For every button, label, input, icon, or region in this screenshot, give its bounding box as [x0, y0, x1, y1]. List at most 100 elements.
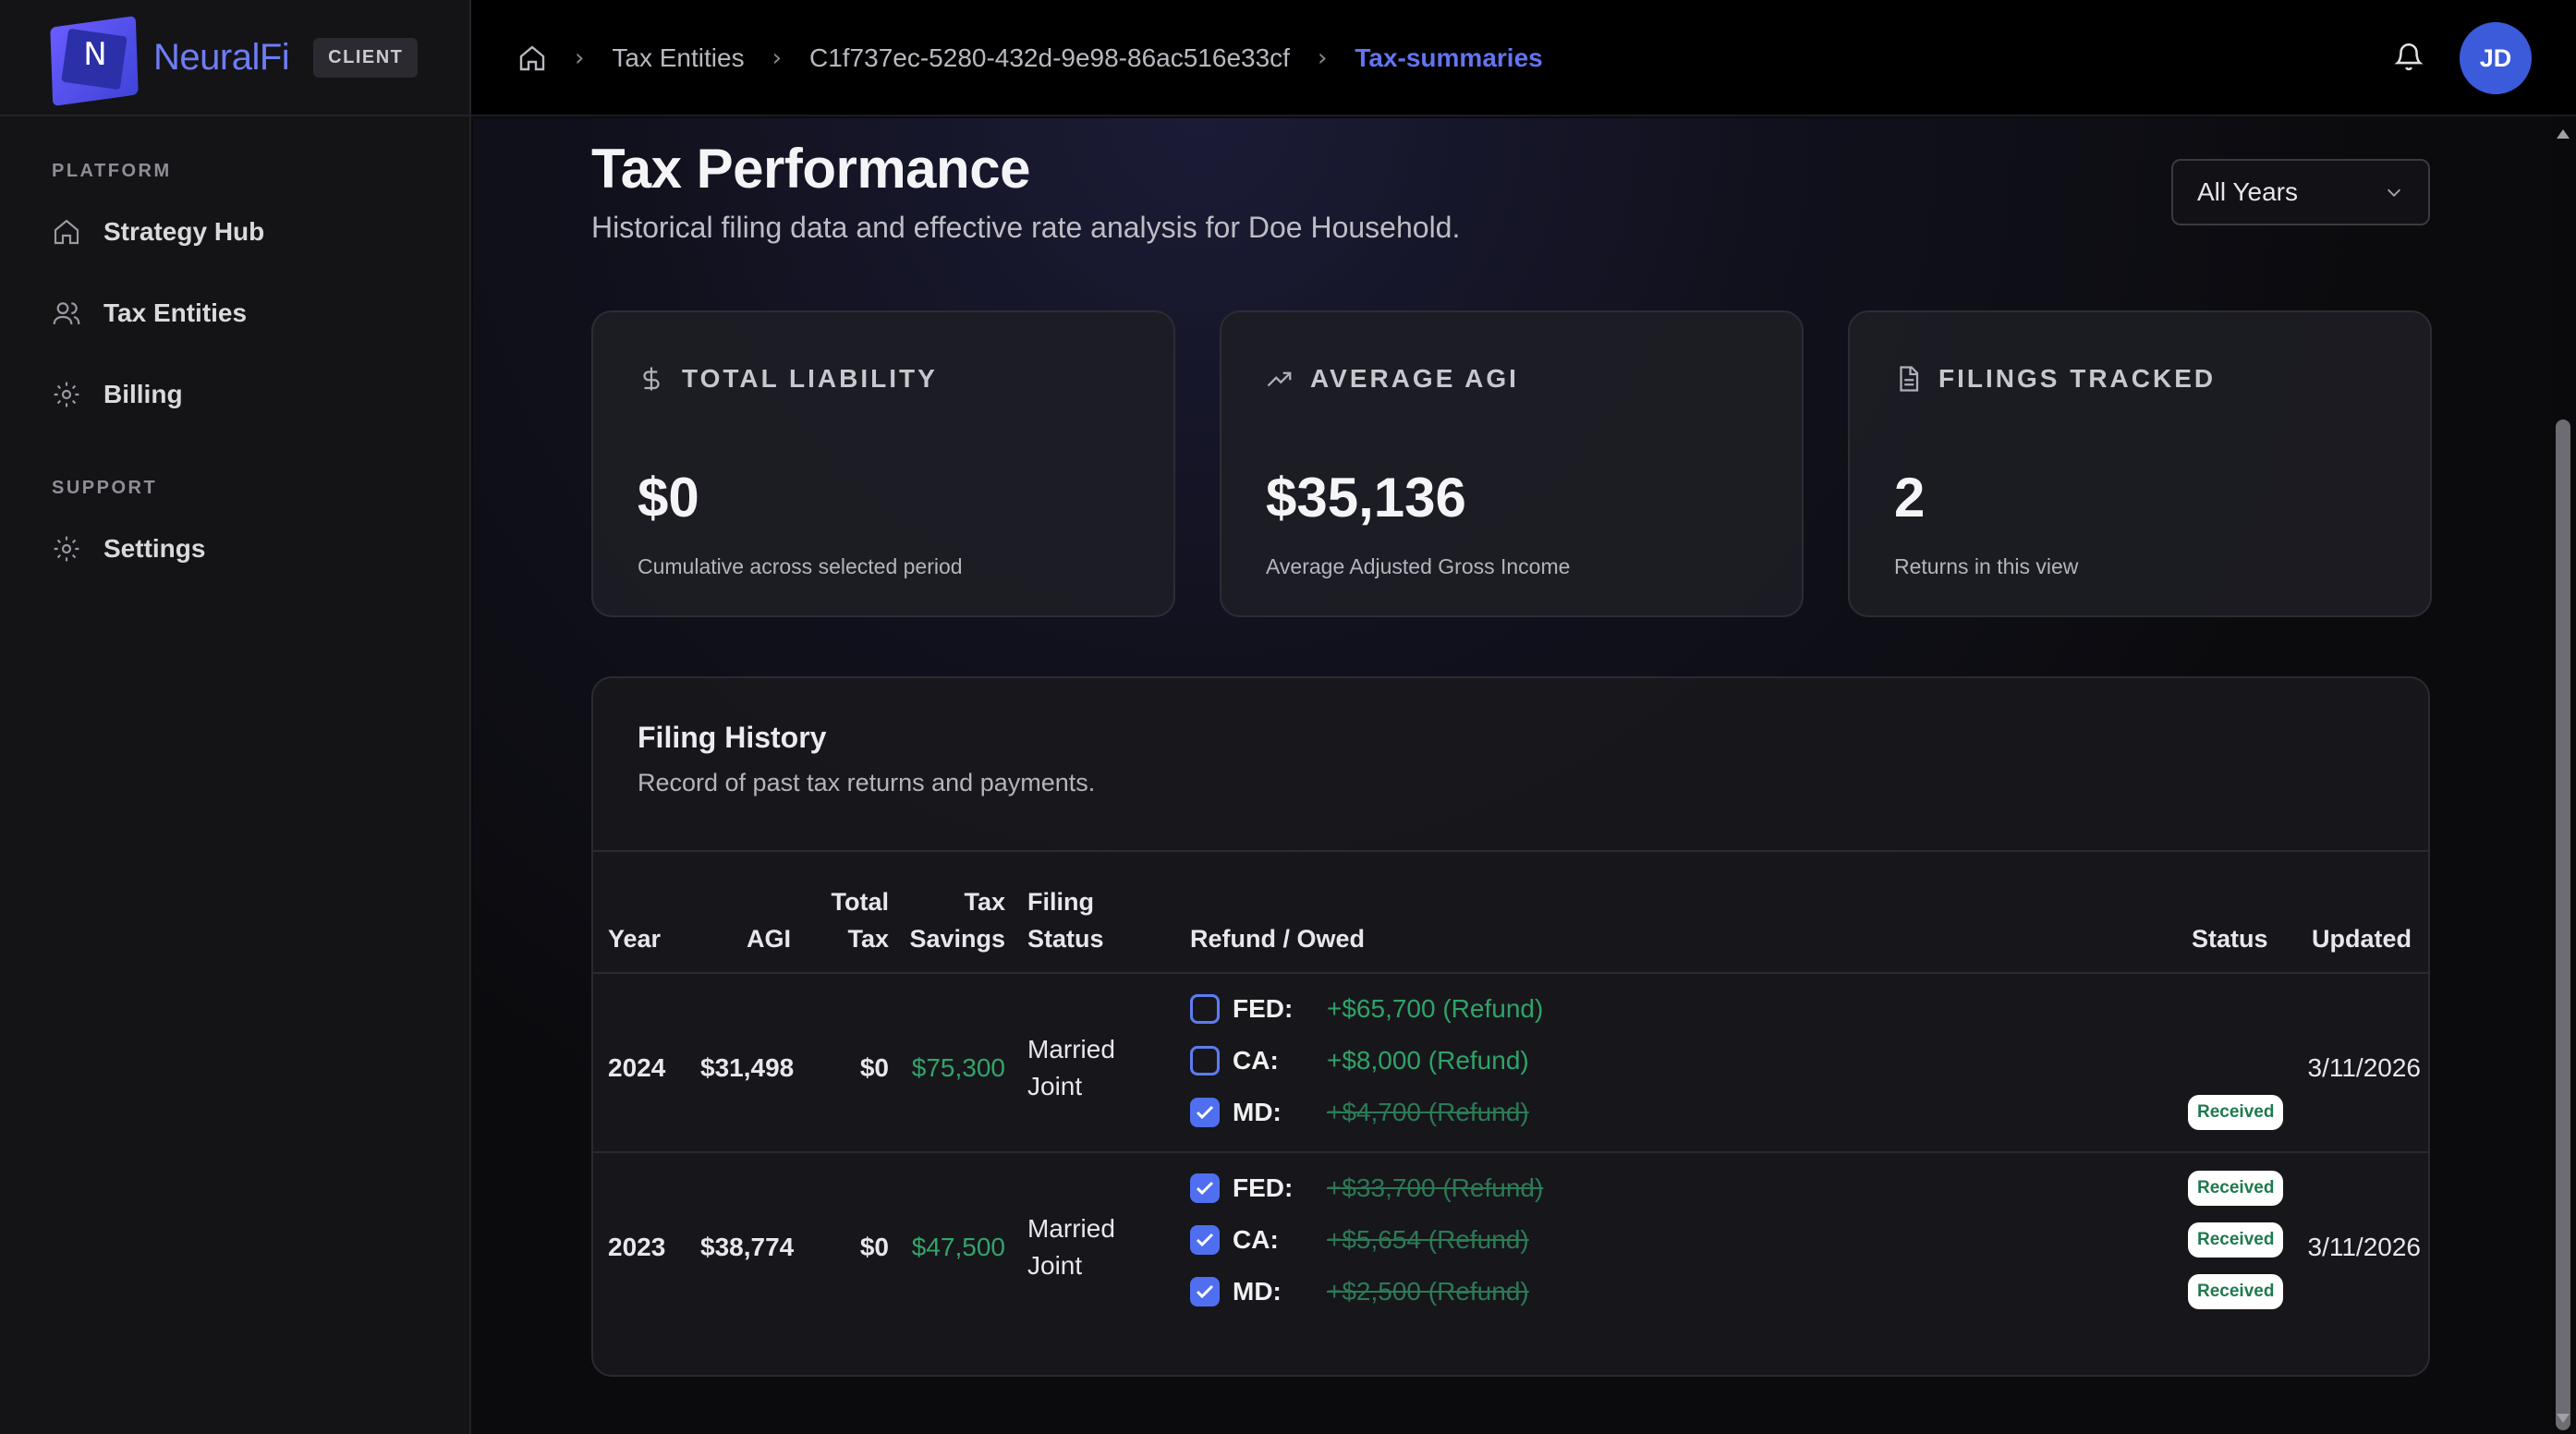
refund-amount: +$2,500 (Refund): [1327, 1277, 1529, 1306]
sidebar-item-tax-entities[interactable]: Tax Entities: [52, 273, 418, 354]
cell-updated: 3/11/2026: [2307, 1053, 2422, 1082]
cell-filing-status-1: Married: [1027, 1035, 1115, 1063]
nav-section-title: SUPPORT: [52, 478, 158, 498]
sidebar-item-label: Settings: [103, 534, 206, 563]
filing-history-panel: Filing History Record of past tax return…: [591, 676, 2430, 1377]
year-filter-value: All Years: [2197, 177, 2298, 206]
card-title: FILINGS TRACKED: [1938, 364, 2217, 393]
brand[interactable]: N NeuralFi CLIENT: [0, 0, 469, 116]
user-avatar[interactable]: JD: [2460, 22, 2532, 94]
gear-icon: [54, 382, 79, 407]
col-agi: AGI: [747, 925, 792, 953]
col-updated: Updated: [2312, 925, 2412, 953]
home-icon[interactable]: [517, 43, 547, 73]
status-badge: Received: [2188, 1222, 2284, 1258]
sidebar-item-settings[interactable]: Settings: [52, 508, 418, 589]
jurisdiction-label: CA:: [1233, 1046, 1279, 1075]
nav-section-platform: PLATFORM Strategy Hub Tax Entities Billi…: [0, 161, 469, 435]
check-icon: [1196, 1181, 1214, 1196]
cell-total-tax: $0: [859, 1053, 889, 1082]
breadcrumb-tax-entities[interactable]: Tax Entities: [612, 43, 745, 72]
sidebar-item-label: Billing: [103, 380, 183, 408]
cell-filing-status-2: Joint: [1027, 1251, 1083, 1280]
jurisdiction-label: FED:: [1233, 994, 1294, 1023]
page-title: Tax Performance: [591, 138, 1030, 200]
users-icon: [53, 302, 80, 325]
check-icon: [1196, 1105, 1214, 1120]
cell-agi: $38,774: [700, 1233, 795, 1261]
average-agi-card: AVERAGE AGI $35,136 Average Adjusted Gro…: [1220, 310, 1804, 617]
scroll-down-arrow[interactable]: [2557, 1414, 2570, 1423]
scroll-up-arrow[interactable]: [2557, 129, 2570, 139]
cell-tax-savings: $75,300: [911, 1053, 1005, 1082]
card-value: 2: [1894, 467, 1926, 529]
col-refund-owed: Refund / Owed: [1190, 925, 1365, 953]
breadcrumb-entity-id[interactable]: C1f737ec-5280-432d-9e98-86ac516e33cf: [808, 43, 1290, 72]
check-icon: [1196, 1233, 1214, 1247]
col-total-tax-2: Tax: [847, 925, 889, 953]
sidebar-item-label: Strategy Hub: [103, 217, 265, 246]
received-checkbox[interactable]: [1190, 994, 1220, 1024]
brand-name: NeuralFi: [153, 36, 290, 78]
divider: [593, 972, 2428, 974]
cell-agi: $31,498: [700, 1053, 795, 1082]
received-checkbox[interactable]: [1190, 1277, 1220, 1306]
chevron-right-icon: ›: [575, 44, 585, 72]
cell-filing-status-1: Married: [1027, 1214, 1115, 1243]
card-title: AVERAGE AGI: [1310, 364, 1519, 393]
card-value: $35,136: [1266, 467, 1466, 529]
card-caption: Returns in this view: [1894, 554, 2079, 578]
col-tax-savings-1: Tax: [964, 888, 1005, 916]
nav-section-support: SUPPORT Settings: [0, 478, 469, 589]
dollar-icon: [643, 367, 660, 391]
document-icon: [1900, 366, 1919, 392]
col-tax-savings-2: Savings: [909, 925, 1005, 953]
status-badge: Received: [2188, 1274, 2284, 1309]
neuralfi-logo: N: [46, 8, 144, 106]
sidebar-item-strategy-hub[interactable]: Strategy Hub: [52, 191, 418, 273]
col-year: Year: [608, 925, 662, 953]
chevron-down-icon: [2387, 188, 2401, 197]
cell-total-tax: $0: [859, 1233, 889, 1261]
vertical-scrollbar[interactable]: [2550, 118, 2576, 1434]
bell-icon[interactable]: [2393, 41, 2424, 72]
received-checkbox[interactable]: [1190, 1098, 1220, 1127]
col-total-tax-1: Total: [831, 888, 890, 916]
received-checkbox[interactable]: [1190, 1046, 1220, 1076]
card-caption: Average Adjusted Gross Income: [1266, 554, 1571, 578]
divider: [593, 1151, 2428, 1153]
received-checkbox[interactable]: [1190, 1173, 1220, 1203]
breadcrumb: › Tax Entities › C1f737ec-5280-432d-9e98…: [517, 0, 1543, 116]
cell-updated: 3/11/2026: [2307, 1233, 2422, 1261]
breadcrumb-current: Tax-summaries: [1355, 43, 1543, 72]
card-value: $0: [638, 467, 699, 529]
filings-tracked-card: FILINGS TRACKED 2 Returns in this view: [1848, 310, 2432, 617]
refund-amount: +$65,700 (Refund): [1327, 994, 1544, 1023]
card-title: TOTAL LIABILITY: [682, 364, 938, 393]
col-filing-status-2: Status: [1027, 925, 1104, 953]
section-subtitle: Record of past tax returns and payments.: [638, 769, 1096, 796]
year-filter-select[interactable]: All Years: [2171, 159, 2430, 225]
card-caption: Cumulative across selected period: [638, 554, 963, 578]
scroll-thumb[interactable]: [2556, 419, 2570, 1430]
status-badge: Received: [2188, 1171, 2284, 1206]
cell-year: 2023: [608, 1233, 666, 1261]
refund-amount: +$33,700 (Refund): [1327, 1173, 1544, 1202]
chevron-right-icon: ›: [772, 44, 782, 72]
sidebar-item-label: Tax Entities: [103, 298, 248, 327]
refund-amount: +$5,654 (Refund): [1327, 1225, 1529, 1254]
jurisdiction-label: FED:: [1233, 1173, 1294, 1202]
chevron-right-icon: ›: [1317, 44, 1328, 72]
jurisdiction-label: MD:: [1233, 1277, 1282, 1306]
page-subtitle: Historical filing data and effective rat…: [591, 211, 1461, 244]
home-icon: [54, 219, 79, 245]
trending-up-icon: [1267, 371, 1292, 387]
cell-year: 2024: [608, 1053, 666, 1082]
col-status: Status: [2192, 925, 2268, 953]
role-badge: CLIENT: [313, 37, 419, 78]
gear-icon: [54, 536, 79, 562]
jurisdiction-label: CA:: [1233, 1225, 1279, 1254]
divider: [593, 850, 2428, 852]
sidebar-item-billing[interactable]: Billing: [52, 354, 418, 435]
received-checkbox[interactable]: [1190, 1225, 1220, 1255]
